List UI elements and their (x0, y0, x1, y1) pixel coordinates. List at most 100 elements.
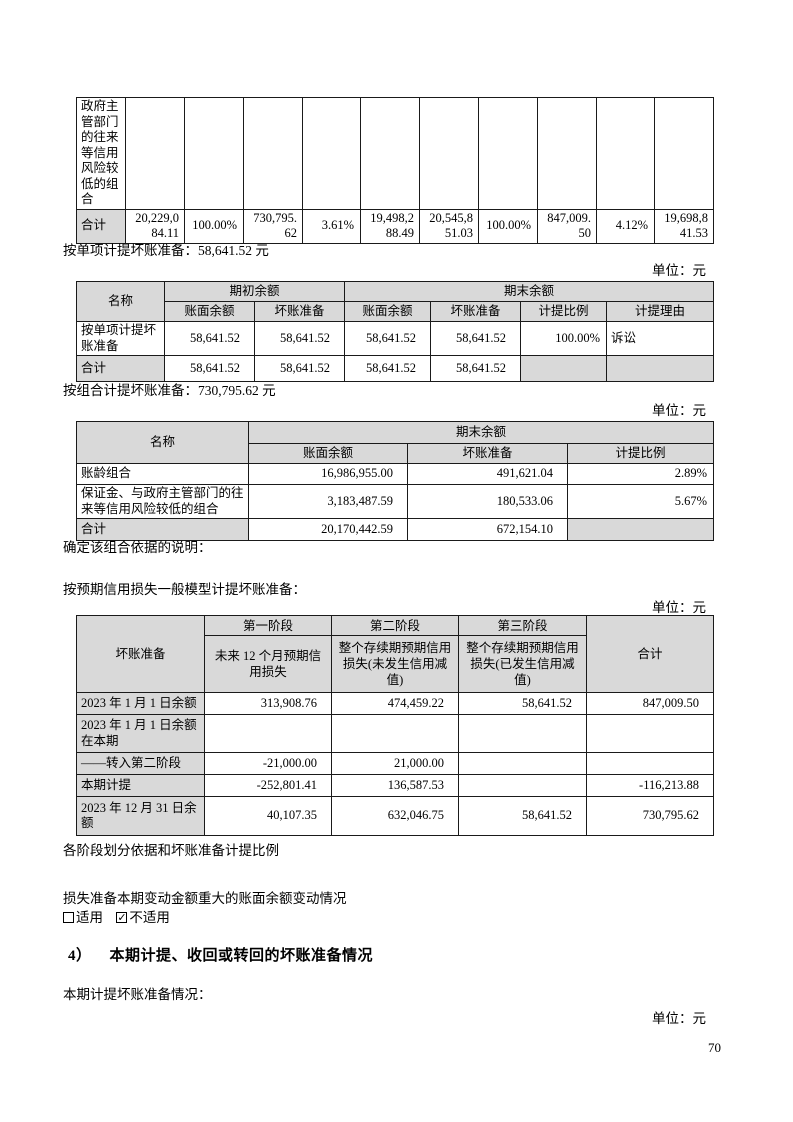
value-cell: -21,000.00 (204, 752, 332, 775)
header-cell: 期末余额 (344, 281, 715, 302)
table-row: 本期计提 -252,801.41 136,587.53 -116,213.88 (76, 774, 714, 797)
value-cell: 313,908.76 (204, 692, 332, 715)
checkbox-checked-icon (116, 912, 128, 923)
row-label-cell: 政府主管部门的往来等信用风险较低的组合 (76, 97, 126, 210)
header-cell: 期末余额 (248, 421, 714, 444)
header-cell: 期初余额 (163, 281, 346, 302)
header-cell: 第三阶段 (458, 615, 587, 636)
empty-cell (458, 714, 587, 753)
value-cell: 3,183,487.59 (248, 484, 408, 519)
table-header-row: 账面余额 坏账准备 计提比例 (77, 443, 714, 464)
table-row: 2023 年 1 月 1 日余额在本期 (76, 714, 714, 753)
table-row: 保证金、与政府主管部门的往来等信用风险较低的组合 3,183,487.59 18… (76, 484, 714, 519)
unit-label: 单位：元 (652, 263, 706, 278)
empty-cell (360, 97, 420, 210)
empty-cell (654, 97, 714, 210)
checkbox-unchecked-icon (63, 912, 74, 923)
table-row: 2023 年 1 月 1 日余额 313,908.76 474,459.22 5… (76, 692, 714, 715)
header-cell: 计提比例 (520, 301, 608, 322)
value-cell: 58,641.52 (458, 692, 587, 715)
row-label-cell: ——转入第二阶段 (76, 752, 205, 775)
table-row-total: 合计 20,170,442.59 672,154.10 (76, 518, 714, 541)
value-cell: 672,154.10 (407, 518, 568, 541)
table-header-row: 账面余额 坏账准备 账面余额 坏账准备 计提比例 计提理由 (77, 301, 715, 322)
value-cell: 58,641.52 (164, 321, 255, 356)
unit-label: 单位：元 (652, 600, 706, 615)
section-heading: 4） 本期计提、收回或转回的坏账准备情况 (68, 944, 373, 965)
empty-cell (478, 97, 538, 210)
header-cell: 名称 (76, 281, 165, 322)
value-cell: 58,641.52 (458, 796, 587, 836)
applicability-checkboxes: 适用 不适用 (63, 909, 180, 926)
value-cell: 100.00% (478, 208, 538, 244)
note-current-provision: 本期计提坏账准备情况： (63, 987, 212, 1002)
page-number: 70 (708, 1040, 721, 1055)
empty-cell (302, 97, 361, 210)
value-cell: 5.67% (567, 484, 714, 519)
single-item-provision-table: 名称 期初余额 期末余额 账面余额 坏账准备 账面余额 坏账准备 计提比例 计提… (76, 281, 715, 382)
value-cell: 474,459.22 (331, 692, 459, 715)
row-label-cell: 2023 年 1 月 1 日余额 (76, 692, 205, 715)
header-cell: 合计 (586, 615, 714, 693)
empty-cell (606, 355, 715, 382)
header-cell: 未来 12 个月预期信用损失 (204, 635, 332, 693)
row-label-cell: 合计 (76, 355, 165, 382)
header-cell: 第二阶段 (331, 615, 459, 636)
header-cell: 整个存续期预期信用损失(未发生信用减值) (331, 635, 459, 693)
header-cell: 计提比例 (567, 443, 714, 464)
empty-cell (184, 97, 244, 210)
row-label-cell: 合计 (76, 518, 249, 541)
table-row-total: 合计 20,229,084.11 100.00% 730,795.62 3.61… (76, 208, 714, 244)
empty-cell (458, 752, 587, 775)
header-cell: 账面余额 (344, 301, 432, 322)
empty-cell (419, 97, 479, 210)
value-cell: 491,621.04 (407, 463, 568, 485)
header-cell: 计提理由 (606, 301, 715, 322)
header-cell: 第一阶段 (204, 615, 332, 636)
section-number: 4） (68, 948, 92, 964)
value-cell: 20,545,851.03 (419, 208, 479, 244)
row-label-cell: 2023 年 12 月 31 日余额 (76, 796, 205, 836)
value-cell: 58,641.52 (344, 321, 432, 356)
value-cell: 21,000.00 (331, 752, 459, 775)
header-cell: 坏账准备 (253, 301, 346, 322)
value-cell: 632,046.75 (331, 796, 459, 836)
table-row: 2023 年 12 月 31 日余额 40,107.35 632,046.75 … (76, 796, 714, 836)
value-cell: 100.00% (184, 208, 244, 244)
value-cell: 136,587.53 (331, 774, 459, 797)
unit-label: 单位：元 (652, 1011, 706, 1026)
value-cell: 20,229,084.11 (125, 208, 185, 244)
checkbox-label: 不适用 (129, 910, 170, 925)
table-header-row: 名称 期初余额 期末余额 (76, 281, 715, 322)
note-single-item-provision: 按单项计提坏账准备：58,641.52 元 (63, 243, 269, 258)
note-stage-basis: 各阶段划分依据和坏账准备计提比例 (63, 843, 279, 858)
header-cell: 坏账准备 (430, 301, 522, 322)
value-cell: 诉讼 (606, 321, 715, 356)
header-cell: 坏账准备 (76, 615, 205, 693)
unit-label: 单位：元 (652, 403, 706, 418)
empty-cell (331, 714, 459, 753)
value-cell: 20,170,442.59 (248, 518, 408, 541)
value-cell: 58,641.52 (430, 321, 522, 356)
empty-cell (586, 752, 714, 775)
value-cell: 58,641.52 (344, 355, 432, 382)
value-cell: 58,641.52 (253, 321, 346, 356)
note-significant-change: 损失准备本期变动金额重大的账面余额变动情况 (63, 891, 347, 906)
empty-cell (520, 355, 608, 382)
table-row-total: 合计 58,641.52 58,641.52 58,641.52 58,641.… (76, 355, 715, 382)
value-cell: 847,009.50 (537, 208, 597, 244)
aging-portfolio-table: 政府主管部门的往来等信用风险较低的组合 合计 20,229,084.11 100… (76, 97, 714, 244)
row-label-cell: 本期计提 (76, 774, 205, 797)
header-cell: 账面余额 (164, 301, 255, 322)
row-label-cell: 合计 (76, 208, 126, 244)
header-cell: 账面余额 (248, 443, 408, 464)
header-cell: 整个存续期预期信用损失(已发生信用减值) (458, 635, 587, 693)
note-portfolio-provision: 按组合计提坏账准备：730,795.62 元 (63, 383, 276, 398)
value-cell: 16,986,955.00 (248, 463, 408, 485)
value-cell: 847,009.50 (586, 692, 714, 715)
empty-cell (586, 714, 714, 753)
value-cell: 4.12% (596, 208, 655, 244)
empty-cell (243, 97, 303, 210)
value-cell: 58,641.52 (430, 355, 522, 382)
value-cell: 40,107.35 (204, 796, 332, 836)
